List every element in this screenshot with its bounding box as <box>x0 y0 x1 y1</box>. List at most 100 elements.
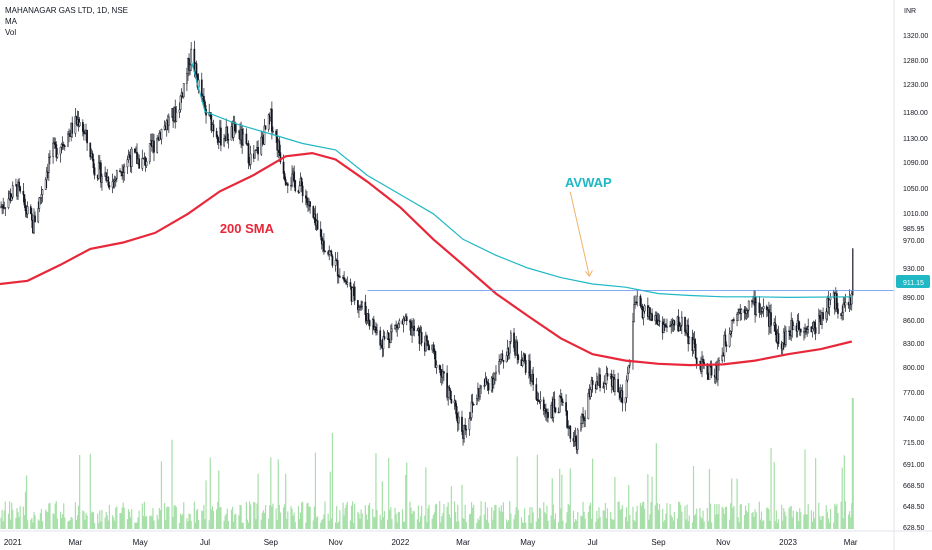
volume-bar <box>547 520 549 529</box>
candle-body <box>220 127 222 146</box>
volume-bar <box>338 521 340 529</box>
price-axis-label: 890.00 <box>903 295 925 302</box>
volume-bar <box>306 503 308 529</box>
ma-indicator-label[interactable]: MA <box>5 17 17 26</box>
candle-body <box>710 365 713 376</box>
candle-body <box>425 335 427 352</box>
volume-bar <box>97 513 99 529</box>
volume-bar <box>201 510 203 529</box>
volume-bar <box>337 522 339 529</box>
volume-bar <box>773 462 775 529</box>
volume-bar <box>217 501 219 529</box>
symbol-title[interactable]: MAHANAGAR GAS LTD, 1D, NSE <box>5 6 128 15</box>
volume-bar <box>566 512 568 529</box>
volume-bar <box>366 519 369 529</box>
volume-bar <box>175 506 177 529</box>
volume-bar <box>624 516 627 529</box>
volume-bar <box>611 518 613 529</box>
volume-bar <box>710 522 713 529</box>
volume-bar <box>788 508 790 529</box>
volume-bar <box>59 511 62 529</box>
volume-bar <box>732 507 734 529</box>
volume-bar <box>305 522 307 529</box>
volume-bar <box>545 513 547 529</box>
candle-body <box>168 116 170 126</box>
candle-body <box>108 185 111 188</box>
candle-body <box>376 330 378 333</box>
candle-body <box>428 345 430 351</box>
volume-bar <box>247 522 250 529</box>
volume-bar <box>99 510 101 529</box>
volume-bar <box>432 515 434 529</box>
volume-bar <box>758 501 760 529</box>
volume-bar <box>411 513 413 529</box>
volume-bar <box>409 501 411 529</box>
avwap-arrow <box>569 191 593 277</box>
candle-body <box>10 196 13 201</box>
volume-indicator-label[interactable]: Vol <box>5 28 17 37</box>
volume-bar <box>715 514 717 529</box>
candle-body <box>770 312 772 326</box>
volume-bar <box>739 504 741 529</box>
volume-bar <box>19 506 21 529</box>
volume-bar <box>581 516 583 529</box>
candle-body <box>755 302 758 315</box>
volume-bar <box>700 516 702 529</box>
volume-bar <box>53 514 55 529</box>
volume-bar <box>500 505 502 529</box>
volume-bar <box>343 515 345 529</box>
candle-body <box>405 316 408 322</box>
candle-body <box>0 206 2 208</box>
price-axis-label: 628.50 <box>903 525 925 532</box>
volume-bar <box>781 504 783 529</box>
candle-body <box>576 429 579 450</box>
candle-body <box>502 360 505 363</box>
candle-body <box>324 250 326 253</box>
price-axis[interactable]: 1320.00 1280.00 1230.00 1180.00 1130.00 1090.… <box>896 33 930 532</box>
candle-body <box>472 403 475 406</box>
volume-bar <box>550 515 552 529</box>
candle-body <box>532 373 534 385</box>
volume-bar <box>812 511 815 529</box>
volume-bar <box>679 502 681 529</box>
time-axis[interactable]: 2021 Mar May Jul Sep Nov 2022 Mar May Jul Sep Nov 20… <box>4 538 858 547</box>
price-axis-label: 1010.00 <box>903 211 928 218</box>
volume-bar <box>743 515 746 529</box>
candle-body <box>234 123 237 133</box>
volume-bar <box>702 510 704 529</box>
volume-bar <box>416 519 418 529</box>
volume-bar <box>767 507 769 529</box>
volume-bar <box>673 511 675 529</box>
candle-body <box>420 332 423 343</box>
volume-bar <box>0 517 2 529</box>
volume-bar <box>173 505 175 529</box>
volume-bar <box>260 519 262 529</box>
candle-body <box>662 324 665 333</box>
candle-body <box>743 309 746 313</box>
candle-body <box>160 129 163 140</box>
volume-bar <box>361 513 363 529</box>
time-axis-label: 2022 <box>391 538 409 547</box>
volume-bar <box>261 512 263 529</box>
candle-body <box>293 171 296 181</box>
volume-bar <box>330 518 332 529</box>
candle-body <box>260 136 263 155</box>
volume-bar <box>314 452 317 529</box>
volume-bar <box>768 509 770 529</box>
volume-bar <box>676 518 679 529</box>
candle-body <box>245 133 248 145</box>
volume-bar <box>635 511 637 529</box>
volume-bar <box>798 521 800 529</box>
volume-bar <box>190 520 192 529</box>
volume-bar <box>171 439 173 529</box>
volume-bar <box>696 508 698 529</box>
volume-bar <box>309 506 311 529</box>
price-axis-label: 1130.00 <box>903 136 928 143</box>
candle-body <box>300 178 303 187</box>
volume-bar <box>619 509 621 529</box>
candle-body <box>624 397 627 404</box>
candle-body <box>305 195 307 199</box>
volume-bar <box>658 503 661 529</box>
candle-body <box>524 360 527 373</box>
